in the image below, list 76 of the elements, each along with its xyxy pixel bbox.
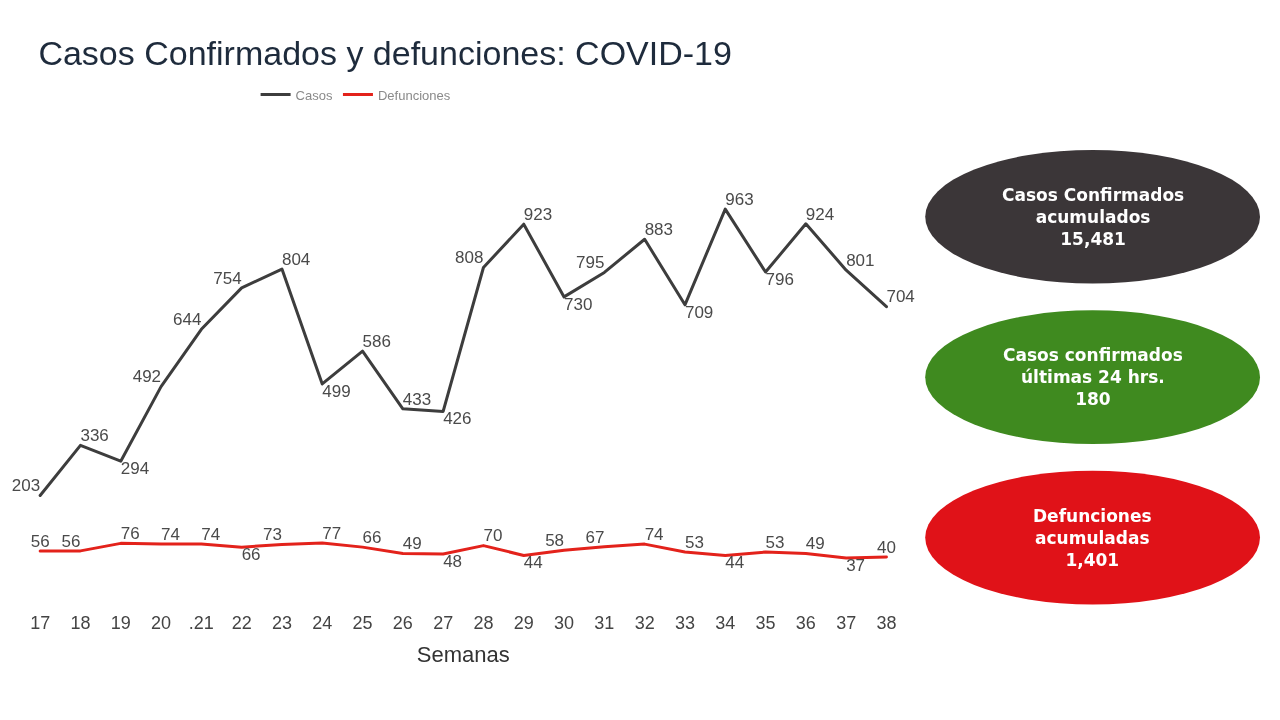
data-label: 644 bbox=[172, 310, 202, 330]
x-tick-label: 28 bbox=[473, 613, 494, 633]
data-label: 44 bbox=[523, 553, 543, 573]
x-tick-label: 34 bbox=[715, 613, 736, 633]
x-tick-label: 23 bbox=[271, 613, 292, 633]
data-label: 66 bbox=[241, 544, 261, 564]
data-label: 48 bbox=[443, 551, 463, 571]
data-label: 883 bbox=[644, 220, 674, 239]
category-label: Casos Confirmados acumulados bbox=[1002, 185, 1185, 228]
data-label: 808 bbox=[455, 248, 484, 268]
x-tick-label: 29 bbox=[513, 613, 534, 633]
data-label: 53 bbox=[684, 532, 704, 552]
x-tick-label: 35 bbox=[755, 613, 776, 633]
x-tick-label: 25 bbox=[352, 613, 373, 633]
data-label: 499 bbox=[322, 381, 351, 401]
text: 15,481 bbox=[1060, 229, 1126, 250]
data-label: 56 bbox=[61, 531, 81, 551]
data-label: 924 bbox=[805, 204, 835, 224]
x-tick-label: 32 bbox=[634, 613, 655, 633]
x-tick-label: 37 bbox=[836, 613, 857, 633]
data-label: 40 bbox=[876, 537, 896, 557]
category-label: Defunciones acumuladas bbox=[1033, 506, 1152, 549]
data-label: 74 bbox=[201, 524, 221, 544]
data-label: 203 bbox=[11, 476, 41, 496]
text: 180 bbox=[1075, 389, 1111, 410]
category-label: Casos confirmados últimas 24 hrs. bbox=[1003, 345, 1183, 388]
x-tick-label: 36 bbox=[795, 613, 816, 633]
x-tick-label: 30 bbox=[554, 613, 575, 633]
data-label: 76 bbox=[120, 524, 140, 544]
data-label: 74 bbox=[644, 524, 664, 544]
data-label: 426 bbox=[443, 409, 472, 429]
text: 1,401 bbox=[1065, 550, 1120, 571]
data-label: 804 bbox=[281, 249, 311, 269]
data-label: 70 bbox=[483, 526, 503, 546]
data-label: 754 bbox=[213, 268, 242, 288]
data-label: 336 bbox=[80, 426, 109, 446]
chart-title: Casos Confirmados y defunciones: COVID-19 bbox=[38, 33, 732, 72]
x-tick-label: 26 bbox=[392, 613, 413, 633]
x-tick-label: 20 bbox=[151, 613, 172, 633]
data-label: 44 bbox=[725, 553, 745, 573]
x-tick-label: 38 bbox=[876, 613, 897, 633]
data-label: 963 bbox=[725, 189, 754, 209]
x-tick-label: 19 bbox=[110, 613, 131, 633]
data-label: 433 bbox=[402, 389, 432, 409]
data-label: 704 bbox=[886, 287, 915, 307]
data-label: 37 bbox=[846, 555, 866, 575]
x-tick-label: 18 bbox=[70, 613, 91, 633]
x-tick-label: 24 bbox=[312, 613, 333, 633]
x-axis-title: Semanas bbox=[416, 641, 510, 667]
data-label: 586 bbox=[362, 331, 391, 351]
data-label: 73 bbox=[263, 525, 282, 545]
data-label: 294 bbox=[120, 458, 150, 478]
data-label: 492 bbox=[132, 367, 162, 387]
data-label: 77 bbox=[322, 523, 342, 543]
x-tick-label: 33 bbox=[674, 613, 695, 633]
data-label: 67 bbox=[585, 527, 605, 547]
data-label: 58 bbox=[545, 530, 565, 550]
x-tick-label: .21 bbox=[188, 613, 214, 633]
legend-label: Casos bbox=[295, 87, 333, 103]
data-label: 795 bbox=[575, 253, 605, 273]
x-tick-label: 31 bbox=[594, 613, 615, 633]
data-label: 796 bbox=[765, 269, 794, 289]
data-label: 74 bbox=[161, 524, 180, 544]
data-label: 730 bbox=[564, 294, 593, 314]
x-tick-label: 27 bbox=[433, 613, 454, 633]
data-label: 709 bbox=[684, 302, 714, 322]
data-label: 923 bbox=[523, 204, 553, 224]
data-label: 49 bbox=[402, 534, 422, 554]
data-label: 56 bbox=[30, 531, 50, 551]
data-label: 53 bbox=[765, 532, 785, 552]
legend-label: Defunciones bbox=[377, 87, 451, 103]
data-label: 49 bbox=[805, 534, 825, 554]
data-label: 801 bbox=[846, 250, 875, 270]
data-label: 66 bbox=[362, 527, 382, 547]
x-tick-label: 22 bbox=[231, 613, 252, 633]
x-tick-label: 17 bbox=[30, 613, 51, 633]
